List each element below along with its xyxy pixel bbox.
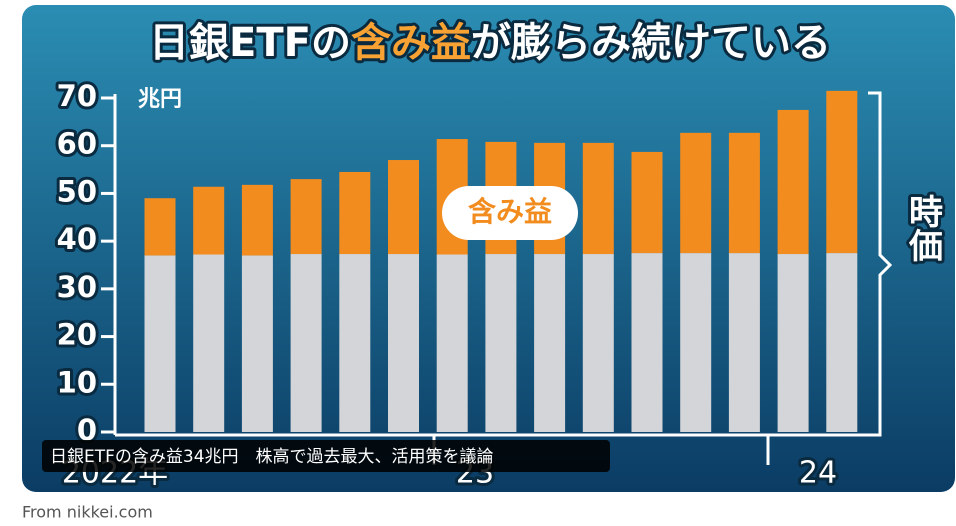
bracket-label: 時価: [903, 194, 944, 262]
chart-title: 日銀ETFの含み益が膨らみ続けている: [149, 20, 831, 66]
bar: [631, 253, 663, 432]
bar: [290, 179, 322, 255]
bar: [728, 253, 760, 432]
bracket: [868, 91, 893, 437]
bar: [826, 90, 858, 254]
y-tick-label: 20: [57, 318, 97, 352]
y-tick-label: 50: [57, 174, 97, 208]
bar: [339, 171, 371, 255]
bar: [388, 254, 419, 432]
bar: [534, 254, 566, 432]
bar: [241, 255, 273, 432]
bar: [582, 254, 614, 432]
bar: [241, 184, 273, 256]
y-tick-label: 70: [57, 79, 97, 113]
caption: 日銀ETFの含み益34兆円 株高で過去最大、活用策を議論: [50, 447, 494, 467]
bar: [680, 253, 712, 432]
bar: [680, 132, 712, 254]
bar: [582, 142, 614, 255]
title-part: 含み益: [351, 20, 471, 66]
bar: [388, 160, 419, 255]
bar: [193, 186, 225, 255]
bar: [436, 254, 468, 432]
y-tick-label: 60: [57, 127, 97, 161]
bar: [728, 132, 760, 254]
y-tick-label: 40: [57, 222, 97, 256]
bar: [144, 198, 176, 256]
bar: [144, 255, 176, 432]
title-part: 日銀ETFの: [149, 20, 351, 66]
bar: [826, 253, 858, 432]
y-tick-label: 30: [57, 270, 97, 304]
bar: [777, 254, 809, 432]
source: From nikkei.com: [22, 503, 153, 522]
bar: [777, 109, 809, 255]
y-tick-label: 10: [57, 365, 97, 399]
caption-box: [42, 440, 610, 472]
bar: [290, 254, 322, 432]
title-part: が膨らみ続けている: [471, 20, 831, 66]
x-label: 24: [799, 456, 837, 491]
bar: [485, 254, 517, 432]
y-unit: 兆円: [138, 87, 182, 112]
bar: [193, 254, 225, 432]
series-label-box: [442, 186, 578, 240]
bar: [339, 254, 371, 432]
series-label: 含み益: [468, 195, 552, 228]
bar: [631, 151, 663, 254]
